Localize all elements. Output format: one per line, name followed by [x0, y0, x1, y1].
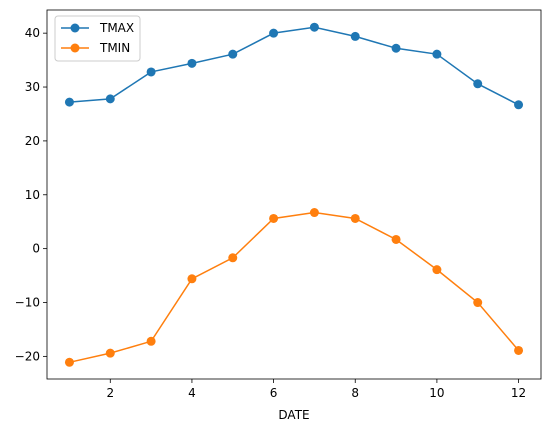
- legend-label: TMAX: [99, 21, 134, 35]
- data-point: [350, 31, 360, 41]
- data-point: [432, 49, 442, 59]
- data-point: [309, 208, 319, 218]
- y-tick-label: 40: [25, 26, 40, 40]
- data-point: [187, 58, 197, 68]
- data-point: [64, 97, 74, 107]
- data-point: [105, 348, 115, 358]
- series-line-tmax: [69, 26, 519, 106]
- x-axis-label: DATE: [278, 408, 309, 422]
- series-tmin: [64, 208, 524, 367]
- data-point: [105, 94, 115, 104]
- data-point: [269, 28, 279, 38]
- y-tick-label: 10: [25, 188, 40, 202]
- data-point: [514, 100, 524, 110]
- x-tick-label: 2: [106, 386, 114, 400]
- data-point: [228, 253, 238, 263]
- x-tick-label: 4: [188, 386, 196, 400]
- data-point: [269, 213, 279, 223]
- legend: TMAX TMIN: [54, 15, 141, 62]
- series-layer: [64, 22, 524, 367]
- x-tick-label: 10: [429, 386, 444, 400]
- x-tick-label: 8: [351, 386, 359, 400]
- y-axis-ticks: −20 −10 0 10 20 30 40: [15, 26, 47, 363]
- data-point: [309, 22, 319, 32]
- y-tick-label: −10: [15, 296, 40, 310]
- series-line-tmin: [69, 211, 520, 364]
- x-tick-label: 12: [511, 386, 526, 400]
- legend-item-tmin: TMIN: [61, 41, 130, 55]
- legend-marker: [70, 23, 80, 33]
- y-tick-label: −20: [15, 349, 40, 363]
- x-axis-ticks: 2 4 6 8 10 12: [106, 379, 526, 400]
- data-point: [228, 49, 238, 59]
- data-point: [391, 234, 401, 244]
- y-tick-label: 0: [32, 242, 40, 256]
- x-tick-label: 6: [270, 386, 278, 400]
- data-point: [350, 213, 360, 223]
- data-point: [432, 265, 442, 275]
- legend-label: TMIN: [99, 41, 130, 55]
- data-point: [473, 79, 483, 89]
- legend-marker: [70, 43, 80, 53]
- data-point: [473, 298, 483, 308]
- data-point: [187, 274, 197, 284]
- axes-border: [46, 9, 542, 380]
- axes-frame: [46, 9, 542, 380]
- y-tick-label: 30: [25, 80, 40, 94]
- data-point: [146, 67, 156, 77]
- legend-item-tmax: TMAX: [61, 21, 134, 35]
- data-point: [64, 357, 74, 367]
- data-point: [391, 43, 401, 53]
- data-point: [514, 345, 524, 355]
- series-tmax: [64, 22, 524, 110]
- data-point: [146, 336, 156, 346]
- y-tick-label: 20: [25, 134, 40, 148]
